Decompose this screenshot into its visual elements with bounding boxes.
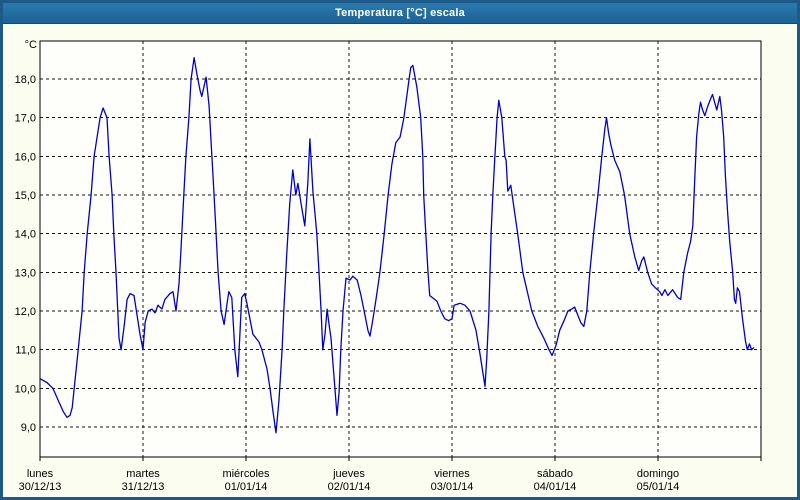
temperature-line [39,57,755,434]
day-name-label: domingo [637,468,679,480]
y-tick-label: 18,0 [15,74,36,86]
day-date-label: 05/01/14 [637,481,680,493]
day-name-label: lunes [27,468,54,480]
day-date-label: 01/01/14 [225,481,268,493]
temperature-chart: 18,0 17,0 16,0 15,0 14,0 13,0 12,0 11,0 10,0 9,0 °… [15,39,762,493]
y-tick-label: 15,0 [15,190,36,202]
day-date-label: 30/12/13 [19,481,62,493]
y-tick-label: 10,0 [15,383,36,395]
y-tick-label: 11,0 [15,345,36,357]
y-unit-label: °C [25,39,37,51]
day-name-label: jueves [332,468,365,480]
day-date-label: 02/01/14 [328,481,371,493]
day-name-label: sábado [537,468,573,480]
y-tick-label: 16,0 [15,151,36,163]
window-title: Temperatura [°C] escala [335,7,465,19]
day-name-label: miércoles [222,468,270,480]
day-name-label: martes [126,468,160,480]
day-name-label: viernes [434,468,470,480]
y-tick-label: 12,0 [15,306,36,318]
y-tick-label: 9,0 [21,422,36,434]
y-tick-label: 13,0 [15,267,36,279]
window-titlebar: Temperatura [°C] escala [3,3,797,24]
plot-area [39,40,762,458]
y-tick-label: 14,0 [15,229,36,241]
day-date-label: 04/01/14 [534,481,577,493]
day-date-label: 03/01/14 [431,481,474,493]
day-date-label: 31/12/13 [122,481,165,493]
chart-area: 18,0 17,0 16,0 15,0 14,0 13,0 12,0 11,0 10,0 9,0 °… [3,23,797,497]
y-tick-label: 17,0 [15,113,36,125]
